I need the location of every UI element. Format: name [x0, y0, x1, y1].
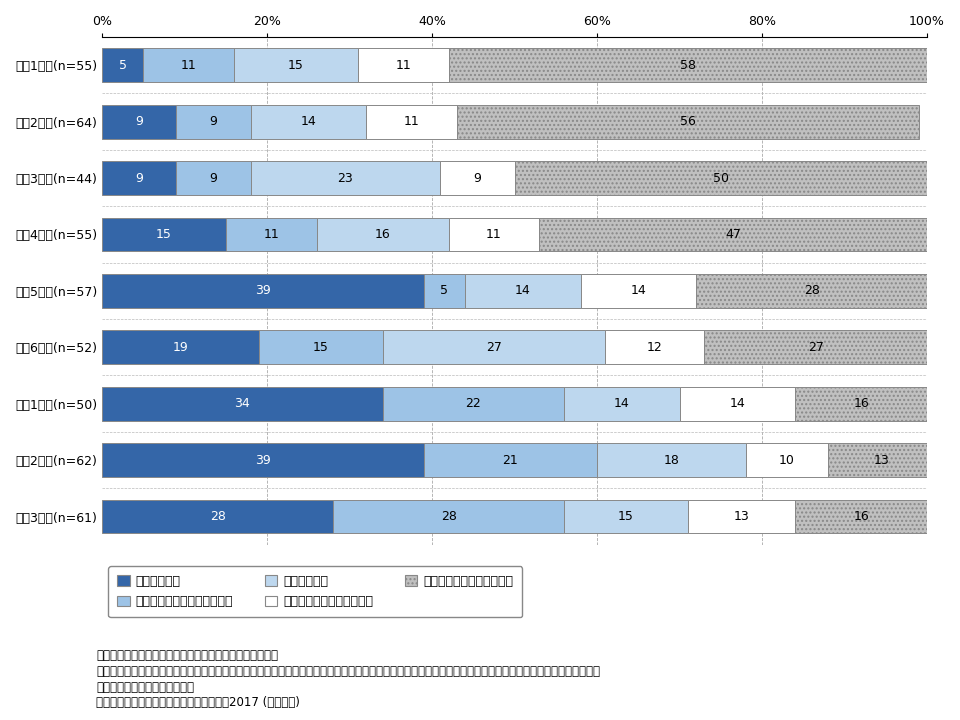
- Bar: [606, 330, 705, 364]
- Text: 16: 16: [374, 228, 391, 241]
- Text: 14: 14: [730, 397, 745, 410]
- Text: 13: 13: [733, 510, 750, 523]
- Text: 28: 28: [804, 284, 820, 297]
- Text: 14: 14: [300, 115, 316, 128]
- Bar: [317, 217, 448, 251]
- Bar: [448, 217, 540, 251]
- Text: 16: 16: [853, 397, 869, 410]
- Bar: [102, 330, 259, 364]
- Bar: [383, 387, 564, 420]
- Bar: [102, 48, 143, 82]
- Text: 39: 39: [255, 284, 271, 297]
- Text: 15: 15: [156, 228, 172, 241]
- Text: 11: 11: [403, 115, 420, 128]
- Text: 12: 12: [647, 341, 662, 354]
- Bar: [102, 444, 424, 477]
- Bar: [687, 500, 795, 534]
- Bar: [102, 161, 177, 195]
- Bar: [540, 217, 927, 251]
- Bar: [102, 217, 226, 251]
- Text: 27: 27: [807, 341, 824, 354]
- Text: 16: 16: [853, 510, 869, 523]
- Bar: [383, 330, 606, 364]
- Text: 9: 9: [135, 171, 143, 184]
- Bar: [465, 274, 581, 307]
- Bar: [581, 274, 696, 307]
- Bar: [795, 500, 927, 534]
- Text: 22: 22: [466, 397, 481, 410]
- Text: 28: 28: [209, 510, 226, 523]
- Bar: [746, 444, 828, 477]
- Text: 18: 18: [663, 454, 680, 467]
- Bar: [259, 330, 383, 364]
- Bar: [358, 48, 448, 82]
- Bar: [457, 104, 919, 138]
- Text: 19: 19: [173, 341, 188, 354]
- Bar: [143, 48, 234, 82]
- Bar: [102, 387, 383, 420]
- Text: 出所：子どものケータイ利用に関する調査2017 (訪問面接): 出所：子どものケータイ利用に関する調査2017 (訪問面接): [96, 696, 300, 708]
- Bar: [177, 161, 251, 195]
- Text: 58: 58: [680, 59, 696, 72]
- Text: 11: 11: [396, 59, 411, 72]
- Bar: [564, 500, 687, 534]
- Bar: [102, 500, 333, 534]
- Text: 5: 5: [441, 284, 448, 297]
- Text: 21: 21: [503, 454, 518, 467]
- Text: 9: 9: [135, 115, 143, 128]
- Bar: [102, 104, 177, 138]
- Bar: [795, 387, 927, 420]
- Text: 9: 9: [209, 171, 217, 184]
- Bar: [564, 387, 680, 420]
- Text: 11: 11: [263, 228, 279, 241]
- Bar: [696, 274, 927, 307]
- Bar: [102, 274, 424, 307]
- Text: 14: 14: [614, 397, 630, 410]
- Text: 10: 10: [779, 454, 795, 467]
- Text: 28: 28: [441, 510, 457, 523]
- Text: 15: 15: [618, 510, 634, 523]
- Text: していますか。」と質問。: していますか。」と質問。: [96, 681, 194, 694]
- Bar: [515, 161, 927, 195]
- Bar: [226, 217, 317, 251]
- Legend: 利用している, 利用可能だが利用していない, 利用できない, わからない・答えたくない, スマホ・ケータイ利用なし: 利用している, 利用可能だが利用していない, 利用できない, わからない・答えた…: [108, 566, 522, 617]
- Text: 注２：「あなたのお子様のスマホ・ケータイはフィルタリングや利用制限などの、ペアレンタル・コントロール・サービスを利用できますか。また、実際に利用: 注２：「あなたのお子様のスマホ・ケータイはフィルタリングや利用制限などの、ペアレ…: [96, 665, 600, 678]
- Text: 14: 14: [515, 284, 531, 297]
- Text: 15: 15: [313, 341, 328, 354]
- Bar: [680, 387, 795, 420]
- Text: 27: 27: [486, 341, 502, 354]
- Bar: [251, 104, 366, 138]
- Text: 50: 50: [713, 171, 729, 184]
- Bar: [177, 104, 251, 138]
- Text: 15: 15: [288, 59, 304, 72]
- Text: 39: 39: [255, 454, 271, 467]
- Bar: [234, 48, 358, 82]
- Text: 14: 14: [631, 284, 646, 297]
- Bar: [424, 274, 465, 307]
- Bar: [441, 161, 515, 195]
- Text: 23: 23: [338, 171, 353, 184]
- Bar: [366, 104, 457, 138]
- Bar: [828, 444, 935, 477]
- Bar: [251, 161, 441, 195]
- Text: 9: 9: [473, 171, 481, 184]
- Text: 11: 11: [486, 228, 502, 241]
- Bar: [424, 444, 597, 477]
- Bar: [597, 444, 746, 477]
- Bar: [448, 48, 927, 82]
- Text: 5: 5: [119, 59, 127, 72]
- Text: 注１：関東１都６県在住の小中学生を持つ保護者が回答。: 注１：関東１都６県在住の小中学生を持つ保護者が回答。: [96, 649, 278, 662]
- Text: 13: 13: [874, 454, 890, 467]
- Text: 9: 9: [209, 115, 217, 128]
- Bar: [333, 500, 564, 534]
- Bar: [705, 330, 927, 364]
- Text: 11: 11: [180, 59, 197, 72]
- Text: 56: 56: [680, 115, 696, 128]
- Text: 47: 47: [725, 228, 741, 241]
- Text: 34: 34: [234, 397, 251, 410]
